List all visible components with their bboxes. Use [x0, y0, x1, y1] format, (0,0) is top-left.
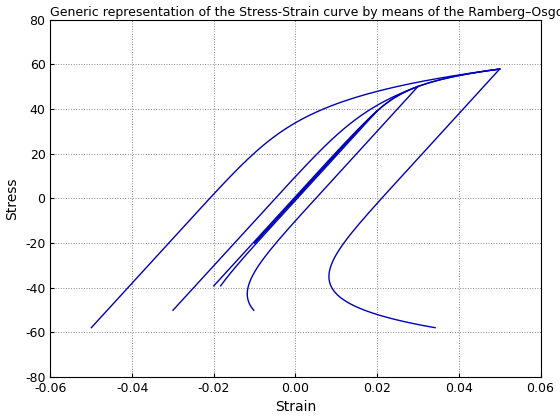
Text: Generic representation of the Stress-Strain curve by means of the Ramberg–Osgood: Generic representation of the Stress-Str…: [50, 5, 560, 18]
Y-axis label: Stress: Stress: [6, 177, 20, 220]
X-axis label: Strain: Strain: [275, 400, 316, 415]
